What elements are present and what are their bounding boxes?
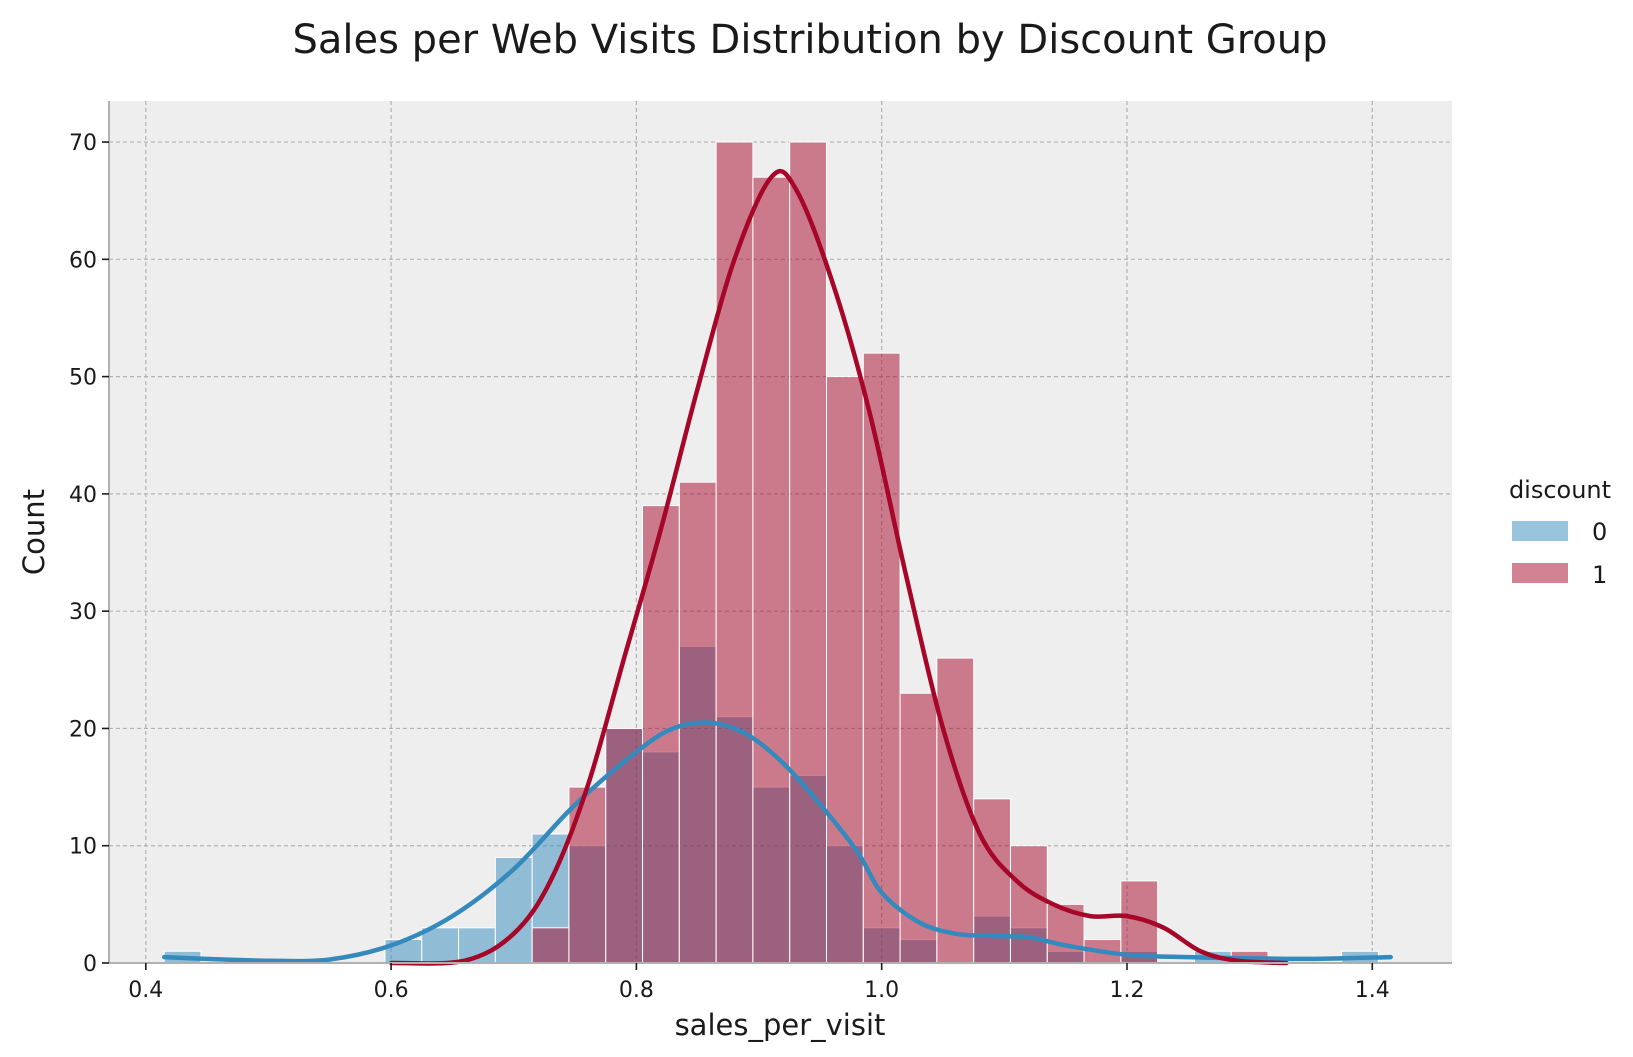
kde-curves bbox=[161, 168, 1393, 966]
x-tick-label: 1.0 bbox=[864, 978, 899, 1003]
legend-label-0: 0 bbox=[1592, 518, 1607, 546]
legend-title: discount bbox=[1509, 476, 1611, 504]
x-tick-label: 1.2 bbox=[1109, 978, 1144, 1003]
x-tick-label: 1.4 bbox=[1355, 978, 1390, 1003]
axis-ticks: 0.4 0.6 0.8 1.0 1.2 1.4 0 10 20 30 40 50 60 70 bbox=[69, 131, 1390, 1003]
x-tick-label: 0.6 bbox=[374, 978, 409, 1003]
y-tick-label: 50 bbox=[69, 366, 97, 391]
x-axis-label: sales_per_visit bbox=[675, 1008, 886, 1042]
y-tick-label: 70 bbox=[69, 131, 97, 156]
legend: discount 0 1 bbox=[1509, 476, 1611, 589]
y-axis-label: Count bbox=[17, 489, 51, 575]
histogram-bar-discount-1 bbox=[605, 727, 644, 964]
histogram-bar-discount-1 bbox=[531, 927, 570, 964]
histogram-bar-discount-1 bbox=[568, 786, 607, 964]
y-tick-label: 60 bbox=[69, 248, 97, 273]
legend-swatch-0 bbox=[1512, 521, 1568, 541]
histogram-bar-discount-0 bbox=[421, 927, 460, 964]
kde-curve-discount-0 bbox=[161, 720, 1393, 964]
x-tick-label: 0.4 bbox=[128, 978, 163, 1003]
legend-label-1: 1 bbox=[1592, 561, 1607, 589]
kde-curve-discount-1 bbox=[388, 168, 1289, 966]
y-tick-label: 20 bbox=[69, 717, 97, 742]
legend-swatch-1 bbox=[1512, 563, 1568, 583]
y-tick-label: 40 bbox=[69, 483, 97, 508]
histogram-bars bbox=[163, 141, 1379, 964]
y-tick-label: 30 bbox=[69, 600, 97, 625]
y-tick-label: 0 bbox=[83, 952, 97, 977]
y-tick-label: 10 bbox=[69, 835, 97, 860]
histogram-bar-discount-1 bbox=[1009, 845, 1048, 964]
x-tick-label: 0.8 bbox=[619, 978, 654, 1003]
chart-title: Sales per Web Visits Distribution by Dis… bbox=[293, 17, 1328, 63]
histogram-bar-discount-1 bbox=[789, 141, 827, 964]
histogram-bar-discount-1 bbox=[752, 176, 791, 964]
histogram-bar-discount-0 bbox=[494, 856, 533, 964]
histogram-bar-discount-1 bbox=[825, 376, 864, 964]
histogram-bar-discount-1 bbox=[715, 141, 754, 964]
